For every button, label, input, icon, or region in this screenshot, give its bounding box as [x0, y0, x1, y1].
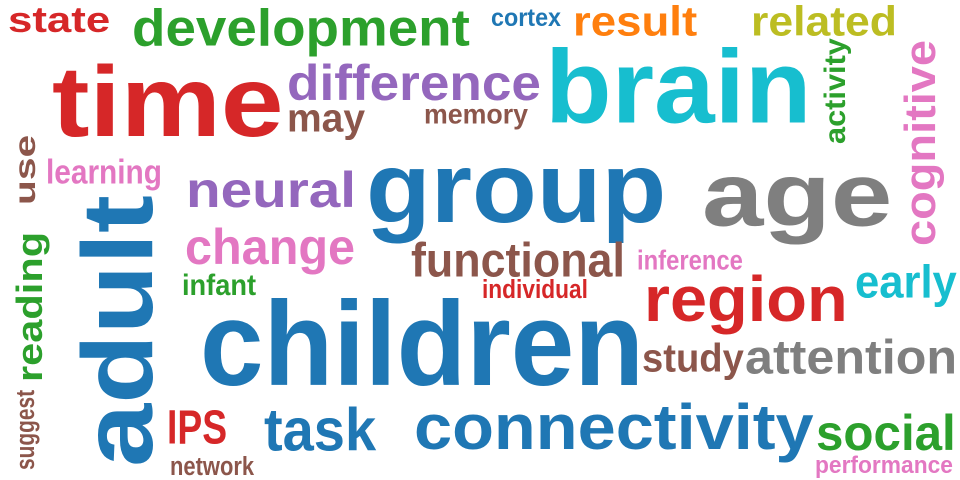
word-learning: learning	[46, 152, 162, 192]
word-activity: activity	[818, 38, 852, 144]
word-suggest: suggest	[10, 389, 40, 470]
word-brain: brain	[545, 28, 812, 146]
word-neural: neural	[186, 162, 357, 218]
word-may: may	[287, 95, 366, 141]
word-functional: functional	[411, 233, 625, 287]
word-ips: IPS	[167, 400, 228, 454]
word-cortex: cortex	[491, 3, 562, 32]
word-result: result	[573, 0, 698, 45]
word-memory: memory	[424, 98, 529, 130]
word-change: change	[185, 219, 356, 275]
word-infant: infant	[182, 268, 257, 302]
word-children: children	[200, 276, 644, 412]
word-cognitive: cognitive	[895, 40, 945, 246]
word-performance: performance	[815, 451, 953, 479]
word-task: task	[264, 396, 377, 464]
word-region: region	[644, 263, 848, 335]
word-use: use	[8, 134, 42, 205]
word-difference: difference	[287, 55, 541, 111]
word-group: group	[366, 132, 667, 244]
word-age: age	[702, 144, 893, 246]
word-study: study	[642, 335, 744, 381]
word-reading: reading	[9, 231, 51, 382]
word-social: social	[816, 405, 956, 461]
word-state: state	[8, 0, 111, 41]
word-inference: inference	[637, 244, 743, 276]
word-adult: adult	[62, 195, 174, 467]
word-individual: individual	[482, 274, 588, 304]
word-development: development	[132, 0, 470, 58]
word-connectivity: connectivity	[414, 391, 814, 463]
word-time: time	[52, 46, 284, 158]
word-early: early	[855, 256, 957, 308]
word-network: network	[170, 451, 255, 480]
word-related: related	[751, 0, 897, 45]
word-attention: attention	[745, 330, 958, 384]
